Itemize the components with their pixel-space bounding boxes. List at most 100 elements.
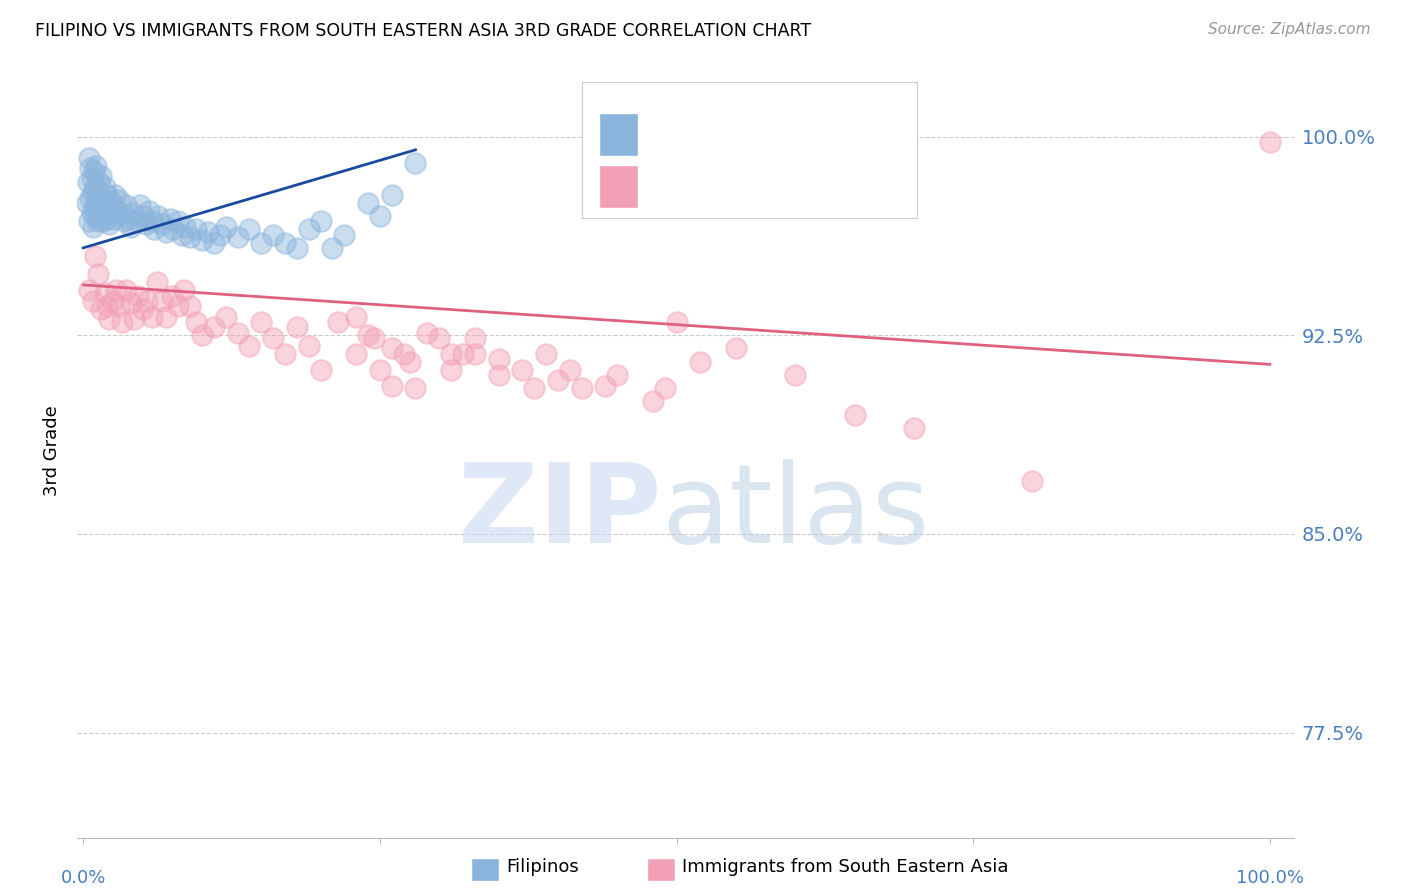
Text: FILIPINO VS IMMIGRANTS FROM SOUTH EASTERN ASIA 3RD GRADE CORRELATION CHART: FILIPINO VS IMMIGRANTS FROM SOUTH EASTER… [35,22,811,40]
Point [131,209,153,223]
Point [357,195,380,210]
Point [86,195,108,210]
Point [328,315,350,329]
Point [155,225,177,239]
Point [84,249,107,263]
Point [96,187,118,202]
Point [309,214,332,228]
Point [191,233,214,247]
Y-axis label: 3rd Grade: 3rd Grade [44,405,62,496]
Point [91,198,114,212]
Point [344,310,367,324]
Point [464,347,486,361]
Point [97,201,120,215]
Point [405,381,427,395]
Bar [599,113,638,156]
Text: N =: N = [811,178,848,195]
Text: Source: ZipAtlas.com: Source: ZipAtlas.com [1208,22,1371,37]
Point [184,315,207,329]
Text: 76: 76 [869,178,894,195]
Point [398,355,420,369]
Point [93,180,115,194]
Point [167,214,190,228]
Point [83,164,105,178]
Point [90,169,112,184]
Point [357,328,380,343]
Point [464,331,486,345]
Point [87,203,110,218]
Point [115,283,138,297]
Point [108,193,131,207]
Point [262,227,284,242]
Point [93,214,115,228]
Point [162,222,184,236]
Point [115,198,138,212]
Point [86,187,108,202]
Point [141,310,163,324]
Point [226,230,249,244]
Point [488,352,510,367]
Point [79,190,101,204]
Point [87,175,110,189]
Text: Immigrants from South Eastern Asia: Immigrants from South Eastern Asia [682,858,1008,876]
Point [179,299,201,313]
Point [285,241,308,255]
Point [82,219,104,234]
FancyBboxPatch shape [582,82,917,218]
Point [523,381,546,395]
Text: R =: R = [652,178,689,195]
Point [174,219,197,234]
Point [93,203,115,218]
Text: R =: R = [652,126,689,144]
Text: ZIP: ZIP [458,459,661,566]
Point [363,331,385,345]
Point [84,209,107,223]
Point [381,378,404,392]
Point [105,283,128,297]
Point [179,230,201,244]
Text: -0.120: -0.120 [711,178,775,195]
Point [129,198,152,212]
Point [440,347,463,361]
Point [368,362,391,376]
Point [416,326,439,340]
Point [110,206,132,220]
Point [547,373,569,387]
Point [274,347,297,361]
Point [214,310,236,324]
Point [214,219,236,234]
Point [80,206,103,220]
Point [96,211,118,226]
Point [1021,474,1043,488]
Point [90,301,112,316]
Bar [599,165,638,208]
Point [77,283,100,297]
Point [131,301,153,316]
Point [285,320,308,334]
Point [86,159,108,173]
Point [202,320,225,334]
Point [184,222,207,236]
Point [606,368,628,382]
Point [141,214,163,228]
Point [86,214,108,228]
Point [665,315,688,329]
Point [117,211,139,226]
Point [381,187,404,202]
Point [79,161,101,176]
Point [262,331,284,345]
Point [124,312,146,326]
Point [321,241,343,255]
Point [510,362,533,376]
Point [111,315,134,329]
Point [77,175,100,189]
Point [427,331,450,345]
Text: atlas: atlas [661,459,929,566]
Point [136,293,159,308]
Point [488,368,510,382]
Text: 0.0%: 0.0% [60,869,105,887]
Point [641,394,664,409]
Point [143,222,166,236]
Point [120,296,142,310]
Point [381,342,404,356]
